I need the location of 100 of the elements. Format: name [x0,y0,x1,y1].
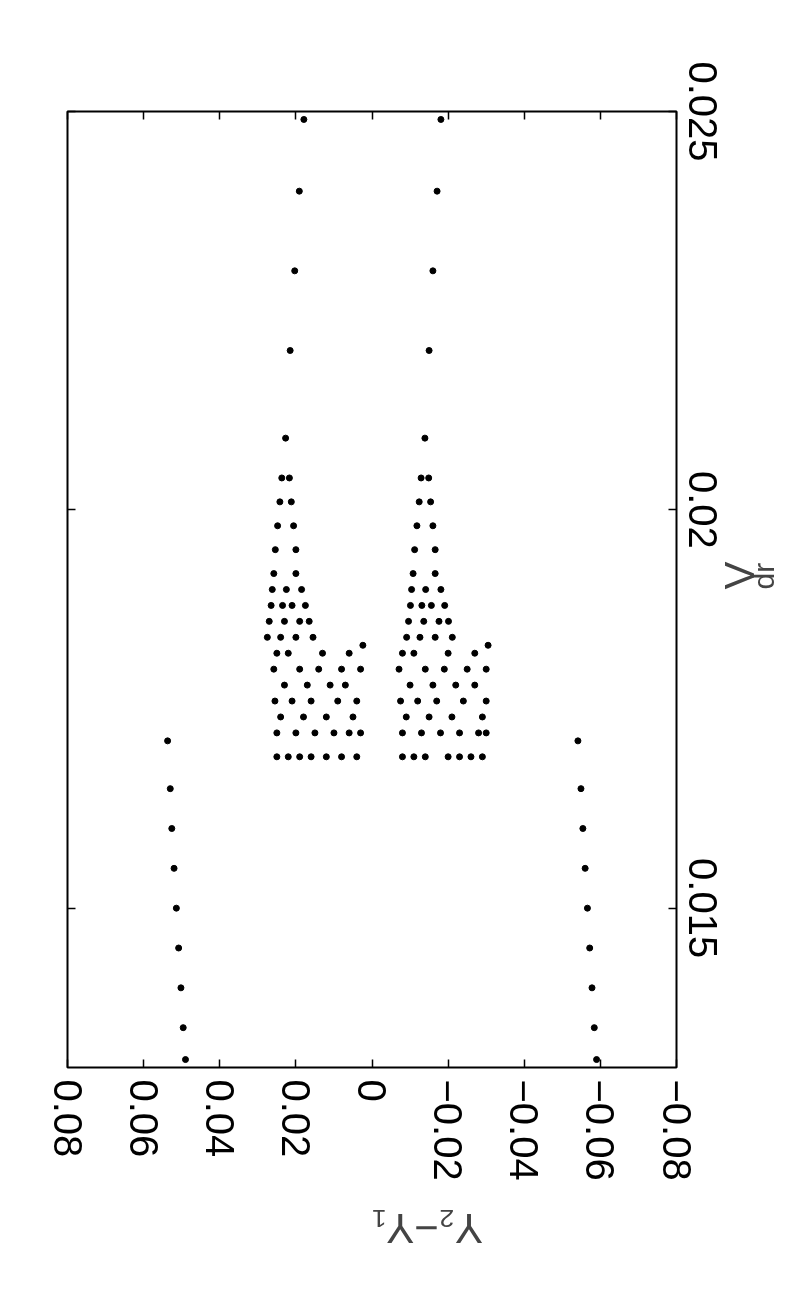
point [345,729,353,737]
point [334,697,342,705]
point [295,187,303,195]
point [287,498,295,506]
point [425,713,433,721]
point [349,713,357,721]
point [579,825,587,832]
point [437,115,445,123]
point [175,944,183,952]
point [277,633,285,641]
point [265,617,273,625]
point [398,753,406,761]
point [284,649,292,657]
point [415,498,423,506]
point [299,713,307,721]
point [330,729,338,737]
point [456,729,464,737]
point [292,633,300,641]
point [405,617,413,625]
point [298,586,306,593]
point [435,617,443,625]
point [427,498,435,506]
point [398,729,406,737]
point [410,753,418,761]
point [296,665,304,673]
point [471,681,479,689]
point [437,729,445,737]
x-tick-label: 0.04 [197,1079,242,1158]
point [292,570,300,578]
point [341,681,349,689]
point [274,522,282,530]
point [418,601,426,609]
point [166,785,174,793]
point [270,665,278,673]
x-tick-label: −0.08 [654,1079,699,1181]
point [300,115,308,123]
point [296,753,304,761]
point [437,586,445,593]
point [292,729,300,737]
point [309,633,317,641]
point [425,347,433,354]
point [431,633,439,641]
point [410,649,418,657]
point [357,665,365,673]
point [345,649,353,657]
point [402,713,410,721]
point [398,649,406,657]
x-tick-label: 0.06 [121,1079,166,1158]
point [288,601,296,609]
point [284,753,292,761]
point [467,753,475,761]
point [311,729,319,737]
point [409,570,417,578]
point [268,586,276,593]
point [482,697,490,705]
point [305,617,313,625]
point [408,586,416,593]
point [286,347,294,354]
point [463,665,471,673]
x-tick-label: 0.02 [273,1079,318,1158]
point [403,633,411,641]
point [291,267,299,275]
point [444,753,452,761]
point [307,753,315,761]
point [397,697,405,705]
point [276,498,284,506]
point [471,649,479,657]
point [420,617,428,625]
point [322,713,330,721]
point [353,697,361,705]
point [322,753,330,761]
point [440,665,448,673]
point [417,474,425,482]
point [279,601,287,609]
point [280,617,288,625]
x-tick-label: 0.08 [45,1079,90,1158]
point [164,737,172,745]
point [478,713,486,721]
point [429,522,437,530]
point [290,522,298,530]
x-tick-label: −0.06 [578,1079,623,1181]
point [452,681,460,689]
point [431,546,439,554]
point [484,641,492,649]
point [280,681,288,689]
point [586,944,594,952]
y-tick-label: 0.015 [680,858,725,959]
point [583,904,591,912]
point [263,633,271,641]
point [296,617,304,625]
y-tick-label: 0.025 [680,61,725,162]
point [425,474,433,482]
point [593,1056,601,1064]
point [288,697,296,705]
point [319,649,327,657]
point [441,601,449,609]
point [422,586,430,593]
x-tick-label: 0 [350,1079,394,1102]
point [427,601,435,609]
point [445,617,453,625]
